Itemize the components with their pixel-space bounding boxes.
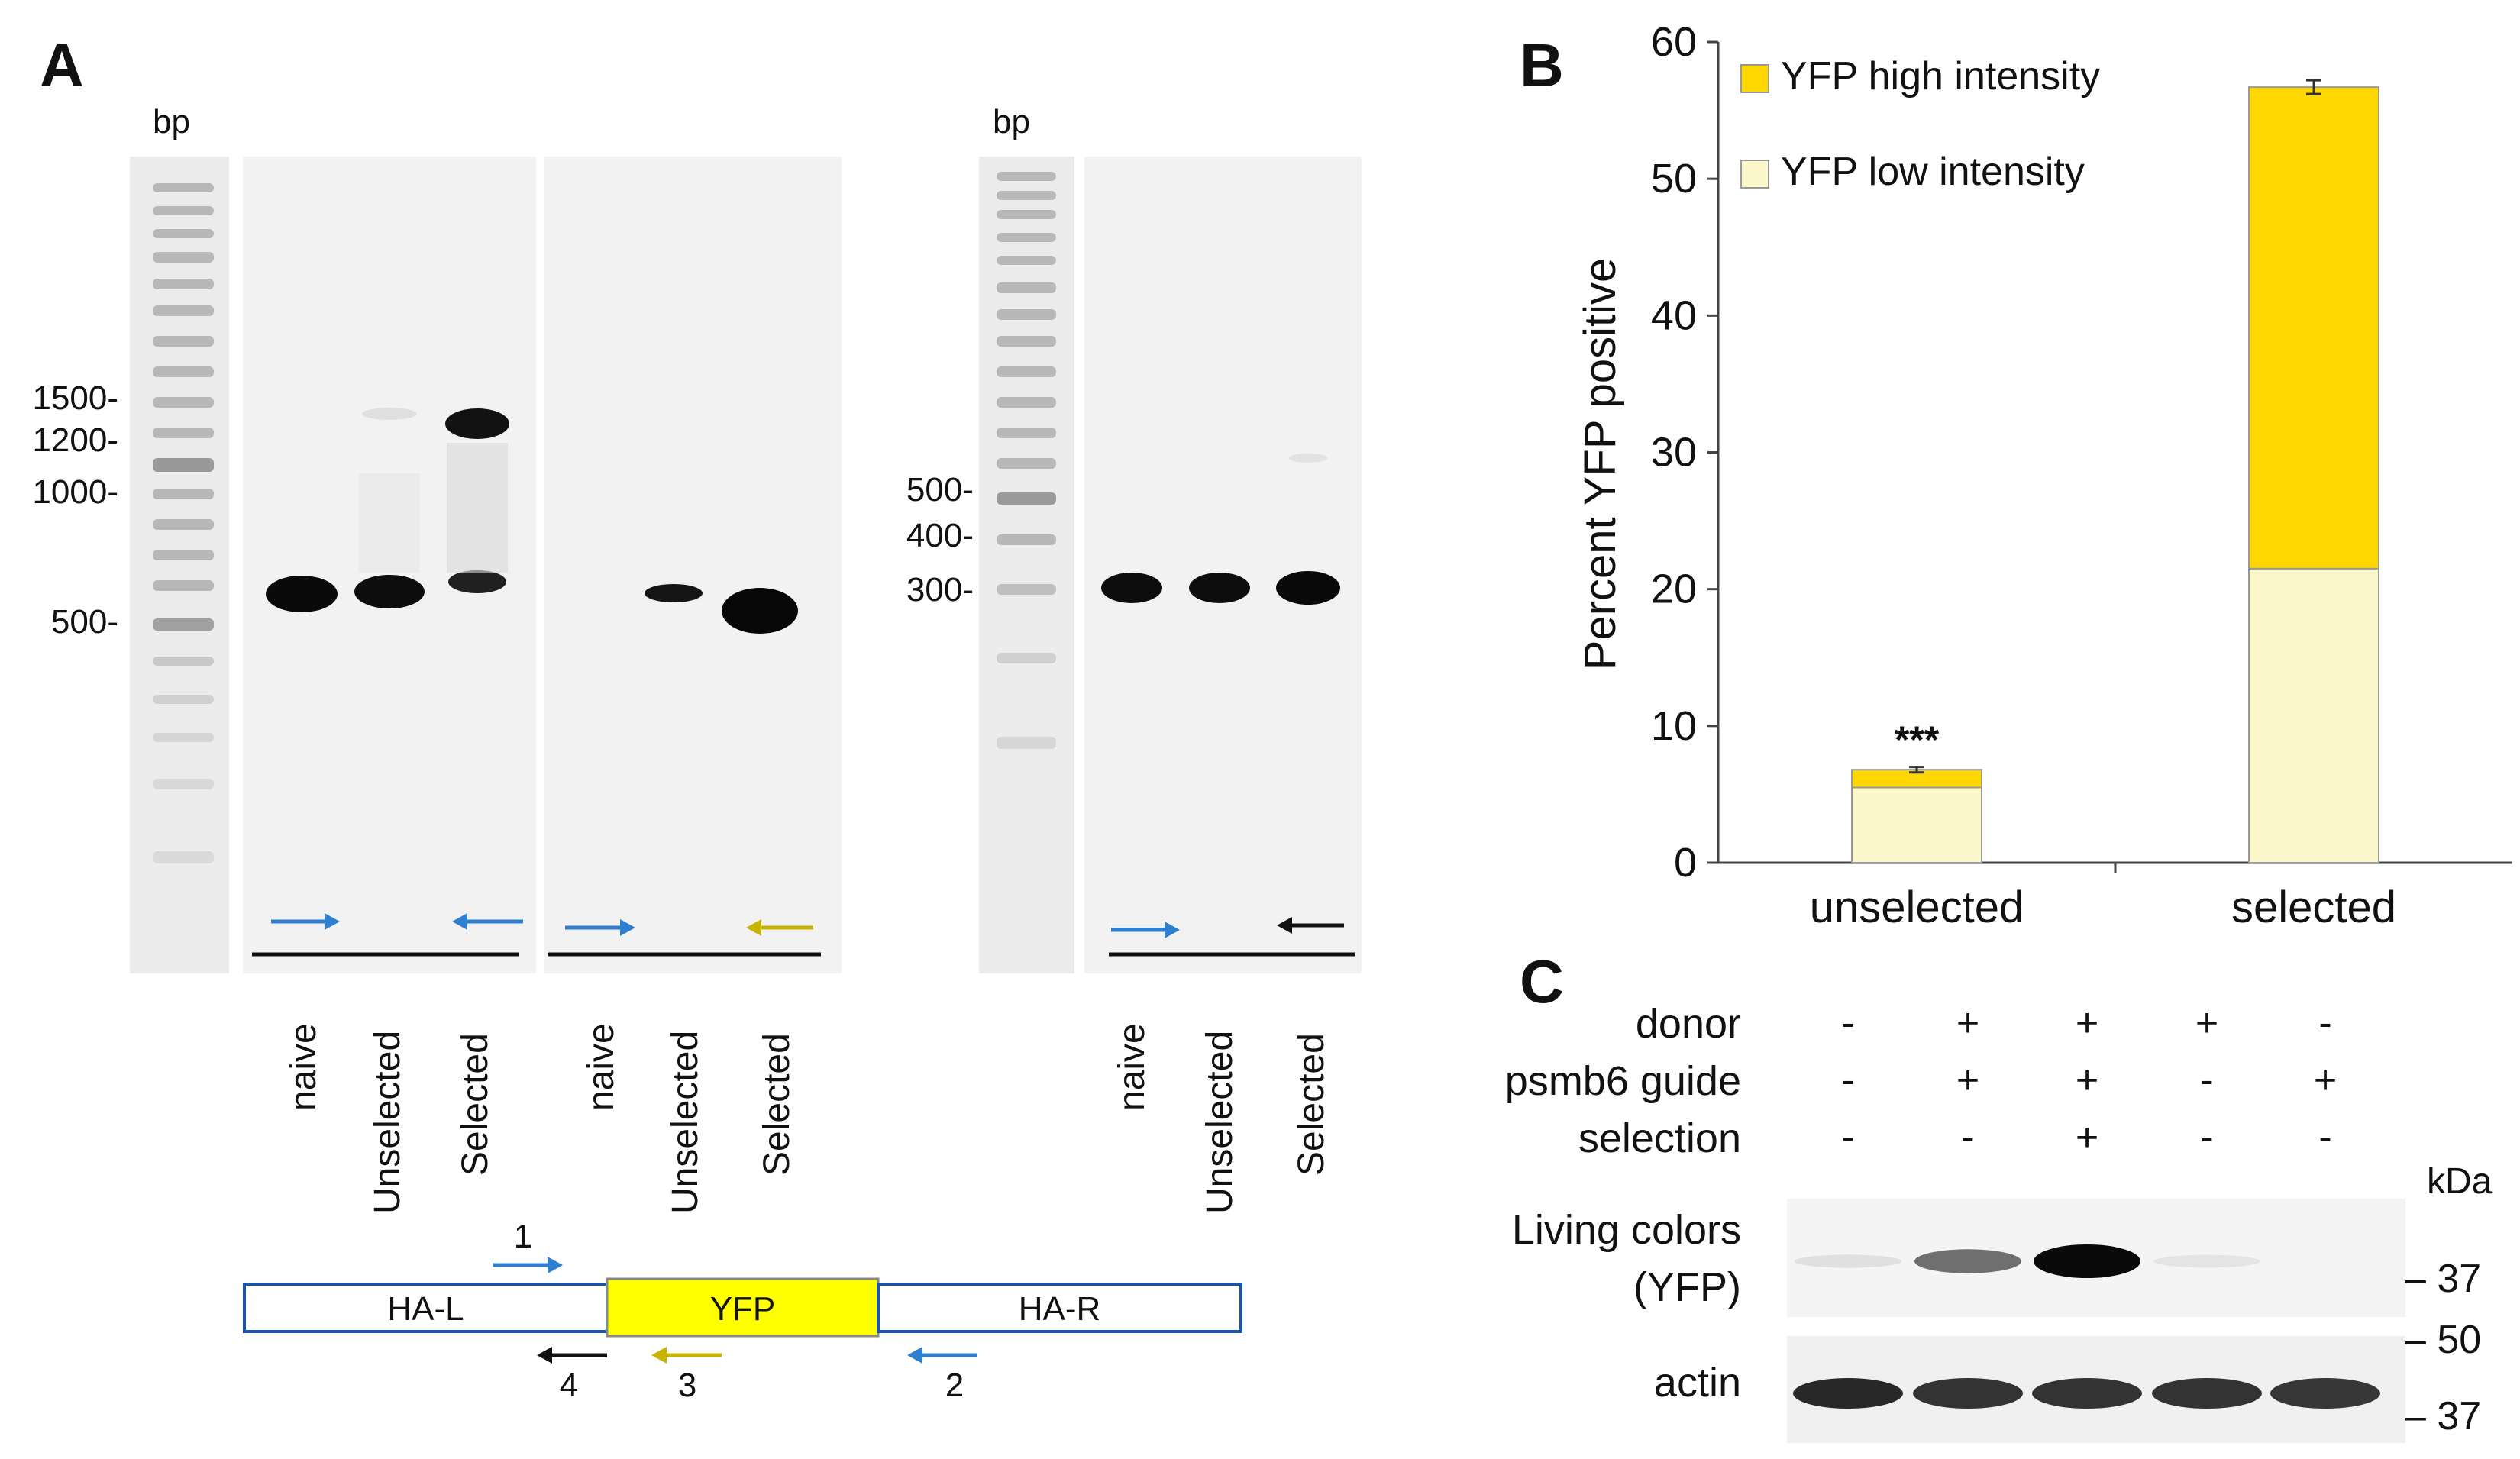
marker-right-400: 400- [906, 517, 974, 554]
gel-3-arrows [1109, 917, 1355, 957]
condition-symbol: + [1956, 1001, 1980, 1045]
condition-symbol: + [2313, 1058, 2337, 1102]
condition-symbol: + [2195, 1001, 2219, 1045]
primer-3-number: 3 [677, 1367, 697, 1404]
stacked-bar-chart: 0 10 20 30 40 50 60 Percent YFP positive unselec… [1575, 19, 2512, 932]
panel-a-letter: A [40, 31, 84, 99]
condition-symbol: + [2075, 1058, 2099, 1102]
actin-band [1793, 1378, 1903, 1409]
gel-1-arrows [252, 913, 523, 957]
ladder-2-bands [997, 172, 1056, 749]
y-tick-label: 10 [1651, 703, 1697, 749]
condition-symbol: - [2200, 1058, 2214, 1102]
yfp-band [2153, 1254, 2260, 1268]
ha-r-label: HA-R [1018, 1290, 1101, 1328]
yfp-band [1914, 1249, 2021, 1273]
kda-label: kDa [2427, 1161, 2493, 1202]
gel-2-lane-selected: Selected [757, 1033, 797, 1176]
legend-swatch [1740, 64, 1769, 93]
western-blots [1787, 1199, 2405, 1443]
condition-symbol: - [1961, 1115, 1975, 1160]
actin-band [2152, 1378, 2262, 1409]
primer-2-number: 2 [945, 1367, 964, 1404]
ladder-2-strip [979, 157, 1074, 973]
gel-2-lane-naive: naive [581, 1023, 622, 1111]
y-tick-label: 60 [1651, 19, 1697, 65]
y-tick-label: 50 [1651, 156, 1697, 202]
gel-2-lane-unselected: Unselected [665, 1030, 706, 1214]
blot-label-actin: actin [1653, 1360, 1741, 1406]
ha-r-box [877, 1283, 1242, 1333]
yfp-label: YFP [709, 1290, 776, 1328]
y-tick-label: 30 [1651, 430, 1697, 476]
gel-2 [544, 157, 842, 973]
ladder-1-bands [153, 183, 214, 863]
actin-band [2032, 1378, 2142, 1409]
row-label-guide: psmb6 guide [1504, 1058, 1741, 1104]
x-label-unselected: unselected [1810, 883, 2024, 932]
kda-37-lower: – 37 [2404, 1394, 2482, 1438]
bar-selected-high [2248, 86, 2379, 570]
panel-c-letter: C [1520, 947, 1564, 1015]
construct-diagram [243, 1257, 1242, 1364]
gel-3 [1084, 157, 1362, 973]
gel-1-lane-naive: naive [283, 1023, 324, 1111]
panel-b-letter: B [1520, 31, 1564, 99]
yfp-band [2034, 1244, 2140, 1278]
condition-symbol: - [1841, 1001, 1855, 1045]
legend-label: YFP high intensity [1781, 54, 2100, 98]
gel-3-lane-selected: Selected [1291, 1033, 1332, 1176]
gel-2-bands [645, 584, 798, 634]
condition-symbol: + [2075, 1001, 2099, 1045]
marker-1200: 1200- [32, 421, 118, 459]
y-axis-title: Percent YFP positive [1575, 258, 1625, 670]
yfp-band [1795, 1254, 1901, 1268]
significance-annotation: *** [1895, 718, 1940, 761]
condition-symbol: - [2200, 1115, 2214, 1160]
legend-label: YFP low intensity [1781, 150, 2085, 194]
condition-symbol: - [2318, 1001, 2332, 1045]
condition-symbol: + [1956, 1058, 1980, 1102]
yfp-box [606, 1277, 880, 1338]
gel-1-bands [266, 408, 509, 612]
actin-band [1913, 1378, 2023, 1409]
marker-right-500: 500- [906, 471, 974, 508]
marker-1000: 1000- [32, 473, 118, 511]
condition-symbol: - [1841, 1115, 1855, 1160]
gel-3-lane-naive: naive [1112, 1023, 1152, 1111]
row-label-selection: selection [1578, 1115, 1741, 1161]
gel-3-lane-unselected: Unselected [1200, 1030, 1240, 1214]
gel-3-bands [1101, 454, 1340, 605]
bp-label-right: bp [993, 103, 1030, 140]
bar-selected-low [2248, 567, 2379, 864]
bp-label-left: bp [153, 103, 190, 140]
gel-2-arrows [548, 919, 821, 957]
bar-unselected-low [1851, 786, 1982, 864]
primer-4-number: 4 [559, 1367, 579, 1404]
x-label-selected: selected [2231, 883, 2396, 932]
gel-images [130, 157, 1362, 973]
y-tick-label: 20 [1651, 566, 1697, 612]
ha-l-label: HA-L [387, 1290, 464, 1328]
blot-label-yfp-2: (YFP) [1633, 1264, 1741, 1310]
condition-symbol: - [2318, 1115, 2332, 1160]
condition-symbol: - [1841, 1058, 1855, 1102]
actin-band [2270, 1378, 2380, 1409]
marker-500: 500- [50, 603, 118, 641]
gel-1-lane-selected: Selected [455, 1033, 496, 1176]
blot-label-yfp-1: Living colors [1511, 1207, 1741, 1253]
marker-right-300: 300- [906, 571, 974, 608]
y-tick-label: 0 [1674, 840, 1697, 886]
ha-l-box [243, 1283, 609, 1333]
y-tick-label: 40 [1651, 292, 1697, 338]
marker-1500: 1500- [32, 379, 118, 417]
ladder-1-strip [130, 157, 229, 973]
primer-1-number: 1 [513, 1218, 533, 1255]
gel-1-lane-unselected: Unselected [367, 1030, 408, 1214]
row-label-donor: donor [1635, 1001, 1741, 1047]
condition-symbol: + [2075, 1115, 2099, 1160]
legend-swatch [1740, 160, 1769, 189]
kda-50: – 50 [2404, 1318, 2482, 1362]
kda-37-upper: – 37 [2404, 1257, 2482, 1301]
